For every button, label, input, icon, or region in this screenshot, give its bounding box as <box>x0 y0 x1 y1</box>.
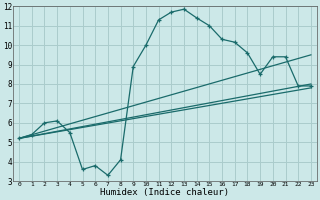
X-axis label: Humidex (Indice chaleur): Humidex (Indice chaleur) <box>100 188 229 197</box>
